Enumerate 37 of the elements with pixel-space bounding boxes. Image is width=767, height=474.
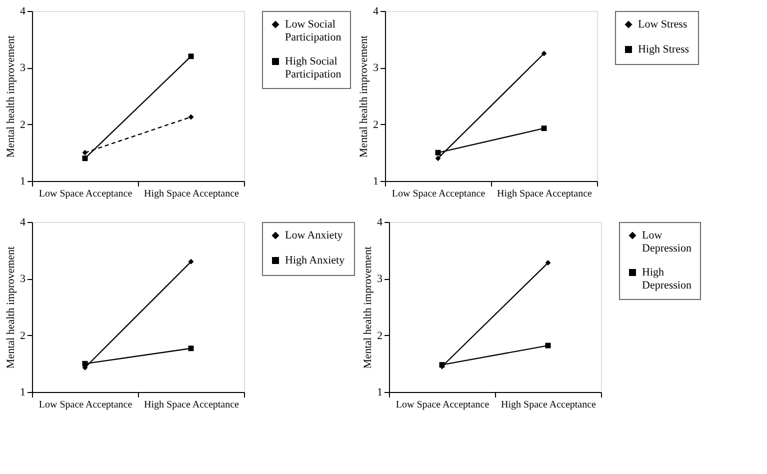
y-tick-label: 1 bbox=[20, 176, 26, 188]
legend-label: Low Depression bbox=[642, 230, 692, 254]
y-tick-label: 2 bbox=[373, 118, 378, 131]
x-tick-label: High Space Acceptance bbox=[144, 188, 240, 200]
x-tick-label: Low Space Acceptance bbox=[38, 400, 133, 410]
y-tick-label: 4 bbox=[377, 216, 383, 228]
y-tick-label: 1 bbox=[373, 176, 378, 188]
y-axis-title: Mental health improvement bbox=[358, 35, 370, 158]
x-tick-label: Low Space Acceptance bbox=[38, 188, 133, 200]
y-axis-title: Mental health improvement bbox=[5, 35, 17, 158]
y-tick-label: 3 bbox=[20, 273, 26, 286]
y-tick-label: 3 bbox=[377, 273, 383, 286]
point bbox=[188, 114, 194, 120]
y-tick-label: 3 bbox=[20, 62, 26, 74]
legend-label: High Anxiety bbox=[285, 254, 346, 266]
x-tick-label: High Space Acceptance bbox=[144, 400, 240, 410]
y-axis-title: Mental health improvement bbox=[362, 246, 374, 369]
y-tick-label: 1 bbox=[377, 386, 382, 398]
y-tick-label: 2 bbox=[20, 118, 26, 131]
y-tick-label: 4 bbox=[20, 6, 26, 18]
legend-label: High Social Participation bbox=[285, 56, 342, 80]
y-axis-title: Mental health improvement bbox=[5, 246, 17, 369]
legend-label: High Stress bbox=[638, 44, 690, 56]
x-tick-label: High Space Acceptance bbox=[497, 188, 593, 200]
legend-label: Low Social Participation bbox=[285, 18, 342, 44]
y-tick-label: 2 bbox=[377, 330, 382, 342]
y-tick-label: 4 bbox=[373, 6, 379, 18]
y-tick-label: 1 bbox=[20, 386, 26, 398]
legend-label: High Depression bbox=[642, 266, 692, 292]
legend-label: Low Stress bbox=[638, 18, 688, 30]
y-tick-label: 2 bbox=[20, 330, 26, 342]
x-tick-label: Low Space Acceptance bbox=[396, 400, 490, 410]
y-tick-label: 3 bbox=[373, 62, 379, 74]
y-tick-label: 4 bbox=[20, 216, 26, 228]
legend-label: Low Anxiety bbox=[285, 230, 344, 242]
x-tick-label: Low Space Acceptance bbox=[392, 188, 486, 200]
x-tick-label: High Space Acceptance bbox=[501, 400, 597, 410]
